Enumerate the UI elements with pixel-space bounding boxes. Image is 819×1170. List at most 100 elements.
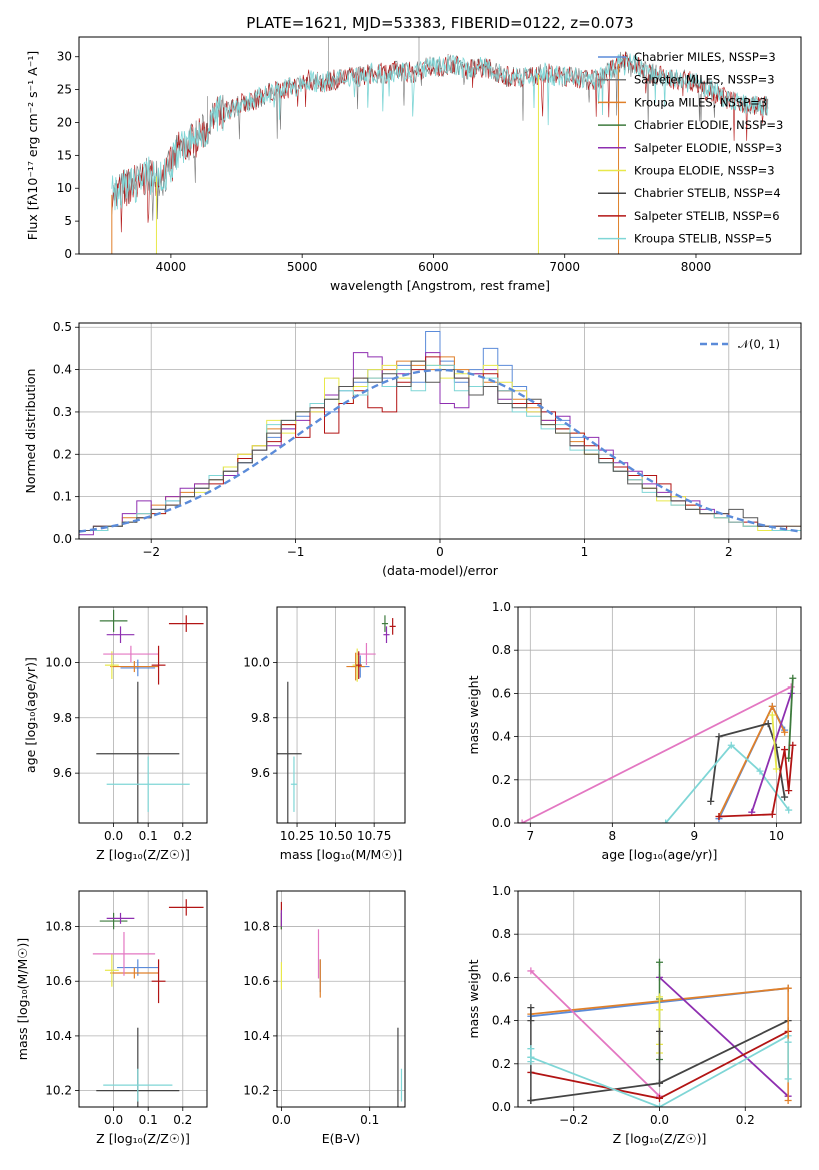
weight-marker bbox=[772, 765, 780, 773]
error-bar-point bbox=[389, 618, 396, 635]
error-bar-point bbox=[120, 659, 156, 677]
y-tick-label: 30 bbox=[57, 50, 72, 64]
y-tick-label: 1.0 bbox=[492, 884, 511, 898]
legend-label: Chabrier STELIB, NSSP=4 bbox=[634, 186, 781, 200]
error-bar-point bbox=[110, 661, 159, 673]
y-tick-label: 0.0 bbox=[53, 532, 72, 546]
error-bar-point bbox=[110, 967, 159, 979]
x-tick-label: 1 bbox=[581, 545, 589, 559]
y-tick-label: 0.6 bbox=[492, 970, 511, 984]
x-tick-label: 6000 bbox=[418, 260, 449, 274]
y-tick-label: 25 bbox=[57, 83, 72, 97]
plot-area bbox=[277, 615, 396, 823]
weight-marker bbox=[789, 741, 797, 749]
y-axis-label: mass [log₁₀(M/M☉)] bbox=[15, 938, 30, 1060]
weight-marker bbox=[764, 720, 772, 728]
x-tick-label: 10.25 bbox=[280, 829, 314, 843]
error-bar-point bbox=[383, 626, 390, 643]
error-bar-point bbox=[103, 1068, 173, 1102]
age-vs-mass-panel: 10.25 10.50 10.75 9.6 9.8 10.0 mass [log₁₀(M/M… bbox=[243, 606, 406, 862]
error-bar-point bbox=[355, 651, 362, 679]
y-tick-label: 10 bbox=[57, 181, 72, 195]
spectrum-panel: 4000 5000 6000 7000 8000 0 5 10 15 20 25 30 waveleng… bbox=[25, 36, 802, 293]
x-tick-label: −1 bbox=[287, 545, 305, 559]
legend-label: Kroupa STELIB, NSSP=5 bbox=[634, 232, 772, 246]
axes-frame bbox=[276, 606, 406, 824]
x-axis-label: (data-model)/error bbox=[382, 563, 499, 578]
error-bar-point bbox=[346, 652, 365, 681]
x-axis-label: Z [log₁₀(Z/Z☉)] bbox=[613, 1131, 707, 1146]
legend-label: Kroupa MILES, NSSP=3 bbox=[634, 95, 767, 109]
plot-area bbox=[527, 958, 792, 1107]
x-tick-label: 8 bbox=[609, 829, 617, 843]
x-tick-label: 0.0 bbox=[650, 1113, 669, 1127]
weight-marker bbox=[518, 819, 526, 823]
weight-marker bbox=[707, 797, 715, 805]
y-tick-label: 10.8 bbox=[45, 920, 72, 934]
error-bar-point bbox=[151, 645, 166, 685]
y-tick-label: 10.4 bbox=[45, 1029, 72, 1043]
y-tick-label: 15 bbox=[57, 148, 72, 162]
histogram-series bbox=[79, 352, 801, 539]
y-tick-label: 10.0 bbox=[45, 655, 72, 669]
axes-frame bbox=[78, 322, 802, 540]
y-tick-label: 10.6 bbox=[45, 974, 72, 988]
x-tick-label: 0 bbox=[436, 545, 444, 559]
x-tick-label: 2 bbox=[725, 545, 733, 559]
plot-area bbox=[280, 901, 403, 1107]
axes-frame bbox=[276, 890, 406, 1108]
y-tick-label: 9.6 bbox=[53, 766, 72, 780]
y-tick-label: 5 bbox=[64, 214, 72, 228]
y-tick-label: 10.2 bbox=[45, 1084, 72, 1098]
y-tick-label: 10.4 bbox=[243, 1029, 270, 1043]
error-bar-point bbox=[290, 756, 298, 812]
weight-marker bbox=[527, 1058, 535, 1066]
mass-vs-z-panel: 0.0 0.1 0.2 10.2 10.4 10.6 10.8 Z [log₁₀(Z/Z☉)]… bbox=[15, 890, 208, 1146]
weight-marker bbox=[789, 674, 797, 682]
y-tick-label: 0.6 bbox=[492, 686, 511, 700]
legend-label: 𝒩(0, 1) bbox=[738, 337, 780, 351]
y-tick-label: 9.8 bbox=[251, 711, 270, 725]
mass-weight-vs-age-panel: 7 8 9 10 0.0 0.2 0.4 0.6 0.8 1.0 age [log₁₀(age/yr… bbox=[466, 600, 802, 862]
axes-frame bbox=[78, 606, 208, 824]
weight-marker bbox=[781, 728, 789, 736]
x-tick-label: 0.1 bbox=[139, 1113, 158, 1127]
y-tick-label: 0.4 bbox=[53, 363, 72, 377]
x-tick-label: 10.75 bbox=[357, 829, 391, 843]
y-tick-label: 0.2 bbox=[492, 1057, 511, 1071]
weight-marker bbox=[662, 819, 670, 823]
error-bar-point bbox=[99, 609, 128, 632]
error-bar-point bbox=[106, 912, 135, 924]
x-axis-label: E(B-V) bbox=[322, 1131, 361, 1146]
plot-area bbox=[518, 674, 797, 823]
weight-line bbox=[530, 970, 661, 1097]
y-axis-label: Flux [fλ10⁻¹⁷ erg cm⁻² s⁻¹ A⁻¹] bbox=[25, 51, 40, 240]
plot-area bbox=[79, 331, 801, 539]
y-tick-label: 0.0 bbox=[492, 1100, 511, 1114]
y-axis-label: mass weight bbox=[466, 959, 481, 1038]
y-tick-label: 10.2 bbox=[243, 1084, 270, 1098]
weight-marker bbox=[785, 806, 793, 814]
y-tick-label: 0 bbox=[64, 247, 72, 261]
legend-label: Salpeter MILES, NSSP=3 bbox=[634, 73, 775, 87]
y-tick-label: 0.8 bbox=[492, 643, 511, 657]
weight-marker bbox=[715, 813, 723, 821]
error-bar-point bbox=[277, 681, 302, 823]
error-bar-point bbox=[168, 899, 204, 916]
y-tick-label: 10.6 bbox=[243, 974, 270, 988]
x-tick-label: 0.1 bbox=[139, 829, 158, 843]
x-tick-label: 0.0 bbox=[104, 829, 123, 843]
axes-frame bbox=[78, 36, 802, 255]
x-tick-label: 4000 bbox=[156, 260, 187, 274]
y-tick-label: 0.0 bbox=[492, 816, 511, 830]
error-bar-point bbox=[106, 626, 135, 643]
plot-area bbox=[96, 609, 204, 823]
y-tick-label: 9.8 bbox=[53, 711, 72, 725]
x-tick-label: 7 bbox=[526, 829, 534, 843]
normal-curve bbox=[79, 368, 801, 533]
x-tick-label: 0.0 bbox=[272, 1113, 291, 1127]
weight-line bbox=[530, 1034, 789, 1107]
weight-marker bbox=[781, 793, 789, 801]
weight-marker bbox=[756, 767, 764, 775]
